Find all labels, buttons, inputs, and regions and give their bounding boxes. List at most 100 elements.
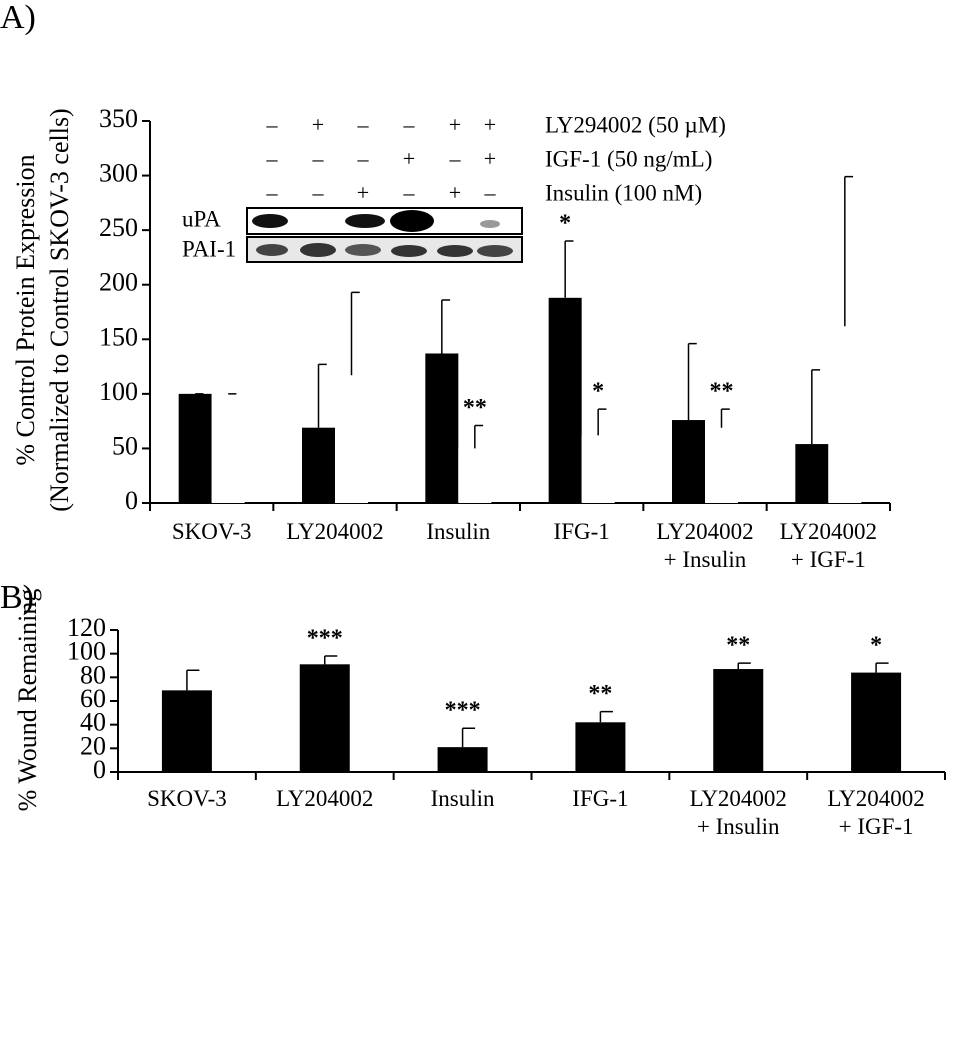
y-tick-label: 20: [80, 731, 106, 760]
bar: [299, 664, 350, 772]
treatment-sign: –: [312, 180, 325, 205]
y-tick-label: 0: [125, 486, 138, 515]
error-bar: [597, 408, 607, 436]
significance-label: **: [726, 633, 750, 659]
bar: [211, 393, 245, 503]
y-axis-title: (Normalized to Control SKOV-3 cells): [45, 108, 74, 511]
x-tick-label: LY204002 + IGF-1: [779, 519, 878, 572]
bar: [425, 353, 459, 503]
blot-label: PAI-1: [182, 236, 236, 261]
blot-label: uPA: [182, 206, 221, 231]
treatment-sign: +: [312, 112, 324, 137]
bar: [302, 427, 335, 503]
band: [345, 244, 381, 256]
band: [300, 243, 336, 257]
bar: [795, 444, 829, 503]
treatment-sign: +: [484, 146, 496, 171]
y-tick-label: 300: [99, 159, 138, 188]
y-tick-label: 200: [99, 268, 138, 297]
treatment-sign: –: [266, 146, 279, 171]
y-axis-title: % Wound Remaining: [13, 589, 42, 812]
significance-label: ***: [307, 626, 343, 652]
y-tick-label: 0: [93, 755, 106, 784]
treatment-sign: –: [312, 146, 325, 171]
treatment-sign: –: [484, 180, 497, 205]
treatment-label: IGF-1 (50 ng/mL): [545, 146, 712, 171]
treatment-sign: –: [403, 180, 416, 205]
bar: [458, 448, 492, 503]
x-tick-label: IFG-1: [553, 519, 610, 544]
y-tick-label: 50: [112, 431, 138, 460]
significance-label: *: [870, 633, 882, 659]
blot-box: [246, 207, 523, 235]
treatment-sign: +: [357, 180, 369, 205]
treatment-sign: –: [357, 146, 370, 171]
blot-box: [246, 236, 523, 263]
bar: [335, 375, 368, 503]
error-bar: [737, 662, 751, 670]
x-tick-label: SKOV-3: [171, 519, 252, 544]
error-bar: [317, 363, 327, 428]
error-bar: [687, 342, 697, 421]
y-tick-label: 120: [67, 613, 106, 642]
band: [391, 245, 427, 257]
bar: [178, 393, 212, 503]
bar: [161, 690, 212, 772]
x-tick-label: LY204002 + IGF-1: [827, 786, 925, 839]
treatment-sign: +: [484, 112, 496, 137]
x-tick-label: LY204002: [286, 519, 384, 544]
x-tick-label: Insulin: [426, 519, 491, 544]
bar: [672, 420, 705, 503]
error-bar: [875, 662, 889, 673]
x-tick-label: LY204002 + Insulin: [656, 519, 754, 572]
x-tick-label: Insulin: [430, 786, 495, 811]
y-tick-label: 40: [80, 708, 106, 737]
treatment-label: Insulin (100 nM): [545, 180, 702, 205]
treatment-sign: –: [266, 112, 279, 137]
panel-label: B): [0, 579, 34, 616]
error-bar: [564, 240, 574, 298]
bar: [575, 722, 626, 772]
band: [252, 214, 288, 228]
significance-label: **: [710, 379, 734, 405]
treatment-sign: –: [403, 112, 416, 137]
bar: [851, 672, 902, 772]
band: [437, 245, 473, 257]
band: [390, 210, 434, 232]
error-bar: [599, 710, 613, 723]
significance-label: *: [559, 211, 571, 237]
treatment-label: LY294002 (50 µM): [545, 112, 726, 137]
bar: [828, 326, 862, 503]
treatment-sign: –: [357, 112, 370, 137]
error-bar: [844, 175, 854, 327]
y-axis-title: % Control Protein Expression: [11, 154, 40, 465]
treatment-sign: –: [266, 180, 279, 205]
y-tick-label: 250: [99, 213, 138, 242]
y-tick-label: 80: [80, 660, 106, 689]
y-tick-label: 100: [99, 377, 138, 406]
bar: [705, 427, 738, 503]
bar: [581, 435, 615, 503]
treatment-sign: +: [449, 112, 461, 137]
band: [345, 214, 385, 228]
error-bar: [720, 408, 730, 428]
band: [480, 220, 500, 228]
error-bar: [350, 291, 360, 376]
significance-label: **: [463, 395, 487, 421]
significance-label: **: [588, 681, 612, 707]
band: [477, 245, 513, 257]
x-tick-label: LY204002 + Insulin: [689, 786, 787, 839]
error-bar: [186, 669, 200, 691]
bar: [713, 669, 764, 772]
significance-label: *: [592, 379, 604, 405]
bar: [548, 297, 582, 503]
error-bar: [441, 299, 451, 354]
blot-images: [246, 207, 523, 263]
y-tick-label: 100: [67, 637, 106, 666]
panel-label: A): [0, 0, 36, 36]
error-bar: [324, 655, 338, 665]
error-bar: [811, 369, 821, 445]
bar: [437, 747, 488, 772]
